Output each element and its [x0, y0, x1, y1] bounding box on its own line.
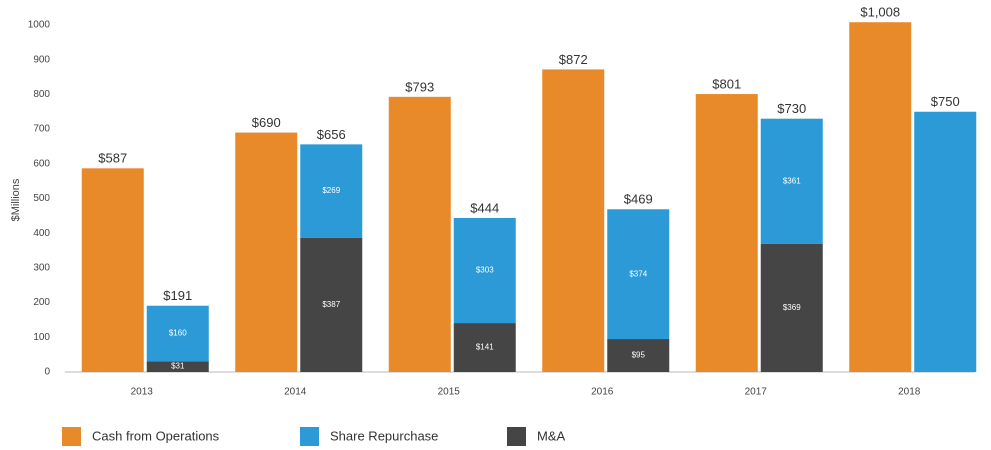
x-tick-label: 2013: [131, 387, 154, 398]
y-axis-label: $Millions: [10, 178, 22, 221]
stack-total-label: $469: [624, 192, 653, 207]
y-tick-label: 1000: [28, 20, 51, 31]
bar-value-label: $387: [322, 300, 340, 309]
bar: [695, 94, 758, 372]
bar: [914, 111, 977, 372]
legend-swatch: [507, 427, 526, 446]
y-tick-label: 800: [33, 89, 50, 100]
bar: [607, 209, 670, 340]
bar-value-label: $587: [98, 151, 127, 166]
x-tick-label: 2016: [591, 387, 614, 398]
legend-label: Cash from Operations: [92, 428, 220, 443]
bar: [300, 144, 363, 238]
stack-total-label: $656: [317, 127, 346, 142]
bar: [235, 132, 298, 372]
bar-value-label: $31: [171, 362, 185, 371]
stack-total-label: $750: [931, 94, 960, 109]
bar: [453, 323, 516, 372]
stack-total-label: $444: [470, 200, 499, 215]
legend-label: Share Repurchase: [330, 428, 438, 443]
bar: [146, 305, 209, 362]
bar: [607, 339, 670, 372]
bar-value-label: $690: [252, 115, 281, 130]
bar-value-label: $141: [476, 343, 494, 352]
bar-value-label: $1,008: [860, 5, 900, 20]
bar-value-label: $369: [783, 303, 801, 312]
bar-value-label: $361: [783, 176, 801, 185]
x-tick-label: 2018: [898, 387, 921, 398]
bar: [388, 96, 451, 372]
bar-value-label: $793: [405, 79, 434, 94]
legend-swatch: [300, 427, 319, 446]
y-tick-label: 100: [33, 332, 50, 343]
y-tick-label: 400: [33, 228, 50, 239]
y-tick-label: 200: [33, 297, 50, 308]
bar: [146, 361, 209, 372]
bar: [849, 22, 912, 372]
y-tick-label: 900: [33, 54, 50, 65]
bar: [300, 237, 363, 372]
stack-total-label: $191: [163, 288, 192, 303]
bar: [81, 168, 144, 372]
y-tick-label: 300: [33, 263, 50, 274]
stack-total-label: $730: [777, 101, 806, 116]
x-tick-label: 2014: [284, 387, 307, 398]
y-tick-label: 700: [33, 124, 50, 135]
bar: [760, 243, 823, 372]
legend-label: M&A: [537, 428, 566, 443]
bar-value-label: $374: [629, 269, 647, 278]
bar-value-label: $303: [476, 266, 494, 275]
x-tick-label: 2015: [438, 387, 461, 398]
legend-swatch: [62, 427, 81, 446]
x-tick-label: 2017: [745, 387, 768, 398]
bar-value-label: $801: [712, 76, 741, 91]
y-tick-label: 500: [33, 193, 50, 204]
bar: [453, 217, 516, 324]
bar-value-label: $95: [632, 351, 646, 360]
bar-value-label: $269: [322, 186, 340, 195]
bar-value-label: $160: [169, 329, 187, 338]
bar-value-label: $872: [559, 52, 588, 67]
bar: [542, 69, 605, 372]
bar: [760, 118, 823, 244]
y-tick-label: 0: [44, 367, 50, 378]
y-tick-label: 600: [33, 158, 50, 169]
